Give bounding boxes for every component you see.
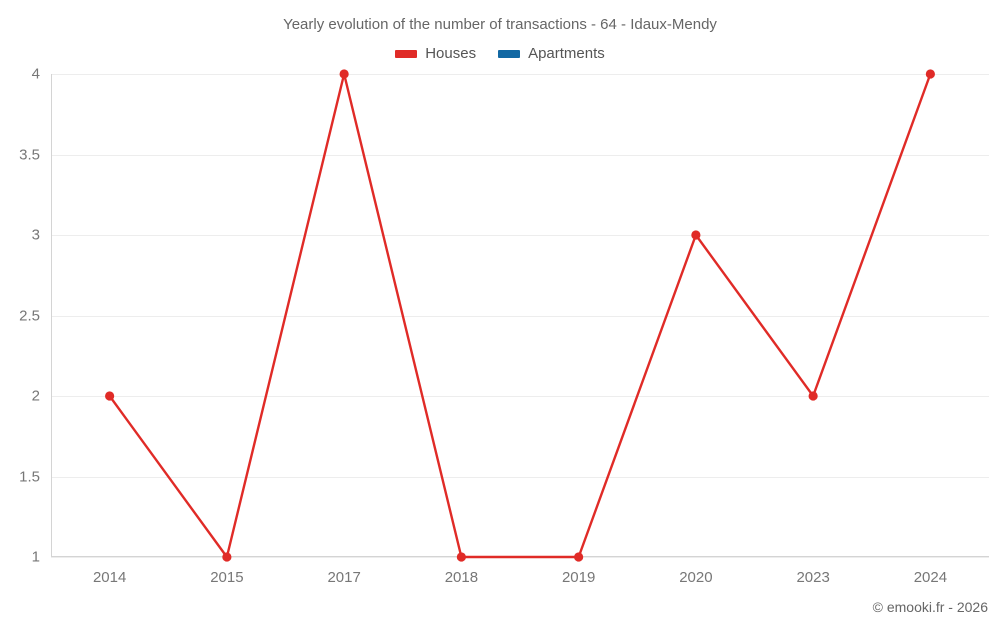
chart-legend: Houses Apartments xyxy=(0,45,1000,62)
y-tick-label: 4 xyxy=(31,65,40,83)
data-point-marker[interactable] xyxy=(691,230,701,240)
x-tick-label: 2020 xyxy=(679,569,713,586)
gridline xyxy=(51,396,989,397)
legend-swatch-icon xyxy=(498,49,521,58)
legend-swatch-icon xyxy=(395,49,418,58)
x-tick-label: 2019 xyxy=(561,569,596,586)
data-point-marker[interactable] xyxy=(808,391,818,401)
data-point-marker[interactable] xyxy=(105,391,115,401)
y-tick-label: 2 xyxy=(31,387,40,405)
legend-item-houses[interactable]: Houses xyxy=(395,45,476,62)
data-point-marker[interactable] xyxy=(574,552,584,562)
data-point-marker[interactable] xyxy=(222,552,232,562)
legend-item-label: Houses xyxy=(425,45,477,62)
series-houses xyxy=(105,69,935,562)
gridline xyxy=(51,154,989,156)
series-line xyxy=(108,72,932,559)
x-tick-label: 2024 xyxy=(913,569,948,586)
series-layer xyxy=(105,69,935,562)
y-tick-label: 1 xyxy=(31,548,40,566)
copyright-credit: © emooki.fr - 2026 xyxy=(872,599,988,615)
data-point-marker[interactable] xyxy=(456,552,466,562)
x-tick-label: 2023 xyxy=(796,569,830,586)
x-tick-label: 2014 xyxy=(92,569,127,586)
gridline xyxy=(51,476,989,478)
x-tick-label: 2015 xyxy=(210,569,244,586)
legend-item-label: Apartments xyxy=(528,45,605,62)
x-tick-label: 2017 xyxy=(327,569,361,586)
data-point-marker[interactable] xyxy=(339,69,349,79)
chart-title: Yearly evolution of the number of transa… xyxy=(283,16,717,33)
y-tick-label: 2.5 xyxy=(19,307,40,324)
plot-area: 1 1.5 2 2.5 3 3.5 4 2014 2015 2017 2018 2019 2020 20… xyxy=(19,66,989,586)
x-tick-label: 2018 xyxy=(444,569,479,586)
gridline xyxy=(51,315,989,317)
legend-item-apartments[interactable]: Apartments xyxy=(498,45,605,62)
gridline xyxy=(51,74,989,75)
y-tick-label: 3 xyxy=(31,226,40,244)
data-point-marker[interactable] xyxy=(925,69,935,79)
y-tick-label: 1.5 xyxy=(19,468,40,485)
y-tick-label: 3.5 xyxy=(19,146,40,163)
y-axis-line xyxy=(51,74,52,557)
gridline xyxy=(51,235,989,236)
